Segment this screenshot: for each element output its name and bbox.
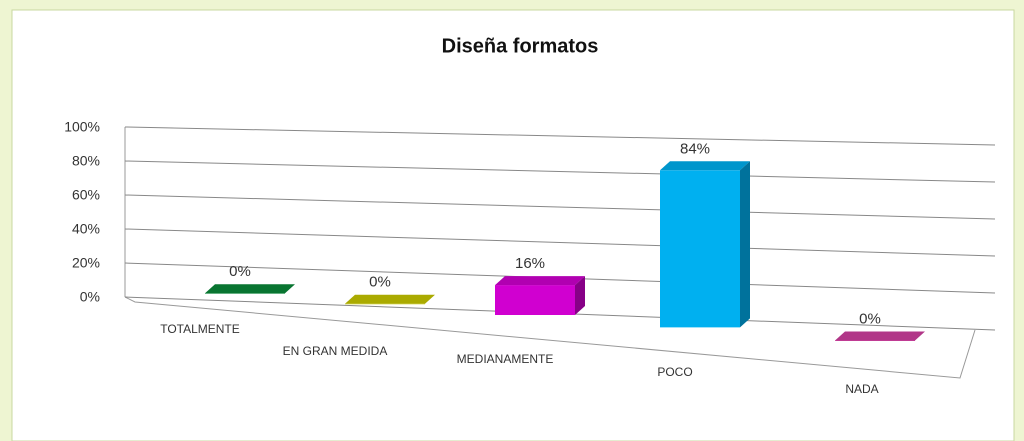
- bar-front: [205, 293, 285, 294]
- bar-front: [660, 170, 740, 328]
- bar: [495, 276, 585, 315]
- bar: [835, 331, 925, 341]
- grid-line: [124, 160, 996, 183]
- y-tick-label: 80%: [72, 153, 100, 169]
- chart-title: Diseña formatos: [442, 35, 599, 57]
- y-tick-label: 40%: [72, 221, 100, 237]
- value-label: 0%: [859, 310, 881, 327]
- floor: [124, 296, 976, 379]
- grid-line: [124, 228, 996, 257]
- bar-side: [575, 276, 585, 315]
- y-tick-label: 60%: [72, 187, 100, 203]
- bar-top: [660, 161, 750, 171]
- y-tick-label: 100%: [64, 119, 100, 135]
- x-tick-label: EN GRAN MEDIDA: [283, 344, 388, 358]
- grid-line: [124, 126, 996, 146]
- bar-front: [835, 340, 915, 341]
- y-tick-label: 20%: [72, 255, 100, 271]
- bar: [660, 161, 750, 328]
- bar-front: [345, 303, 425, 305]
- panel: [11, 9, 1015, 441]
- x-tick-label: MEDIANAMENTE: [457, 352, 554, 366]
- value-label: 0%: [369, 274, 391, 291]
- bar-top: [205, 284, 295, 294]
- y-tick-label: 0%: [80, 289, 100, 305]
- bar-top: [495, 276, 585, 286]
- value-label: 16%: [515, 255, 545, 272]
- bar: [345, 294, 435, 305]
- x-tick-label: POCO: [657, 365, 692, 379]
- bar-side: [740, 161, 750, 328]
- x-tick-label: TOTALMENTE: [160, 322, 240, 336]
- bar: [205, 284, 295, 294]
- value-label: 84%: [680, 140, 710, 157]
- grid-line: [124, 194, 996, 220]
- bar-top: [835, 331, 925, 341]
- bar-front: [495, 285, 575, 315]
- x-tick-label: NADA: [845, 382, 878, 396]
- bar-top: [345, 294, 435, 304]
- value-label: 0%: [229, 263, 251, 280]
